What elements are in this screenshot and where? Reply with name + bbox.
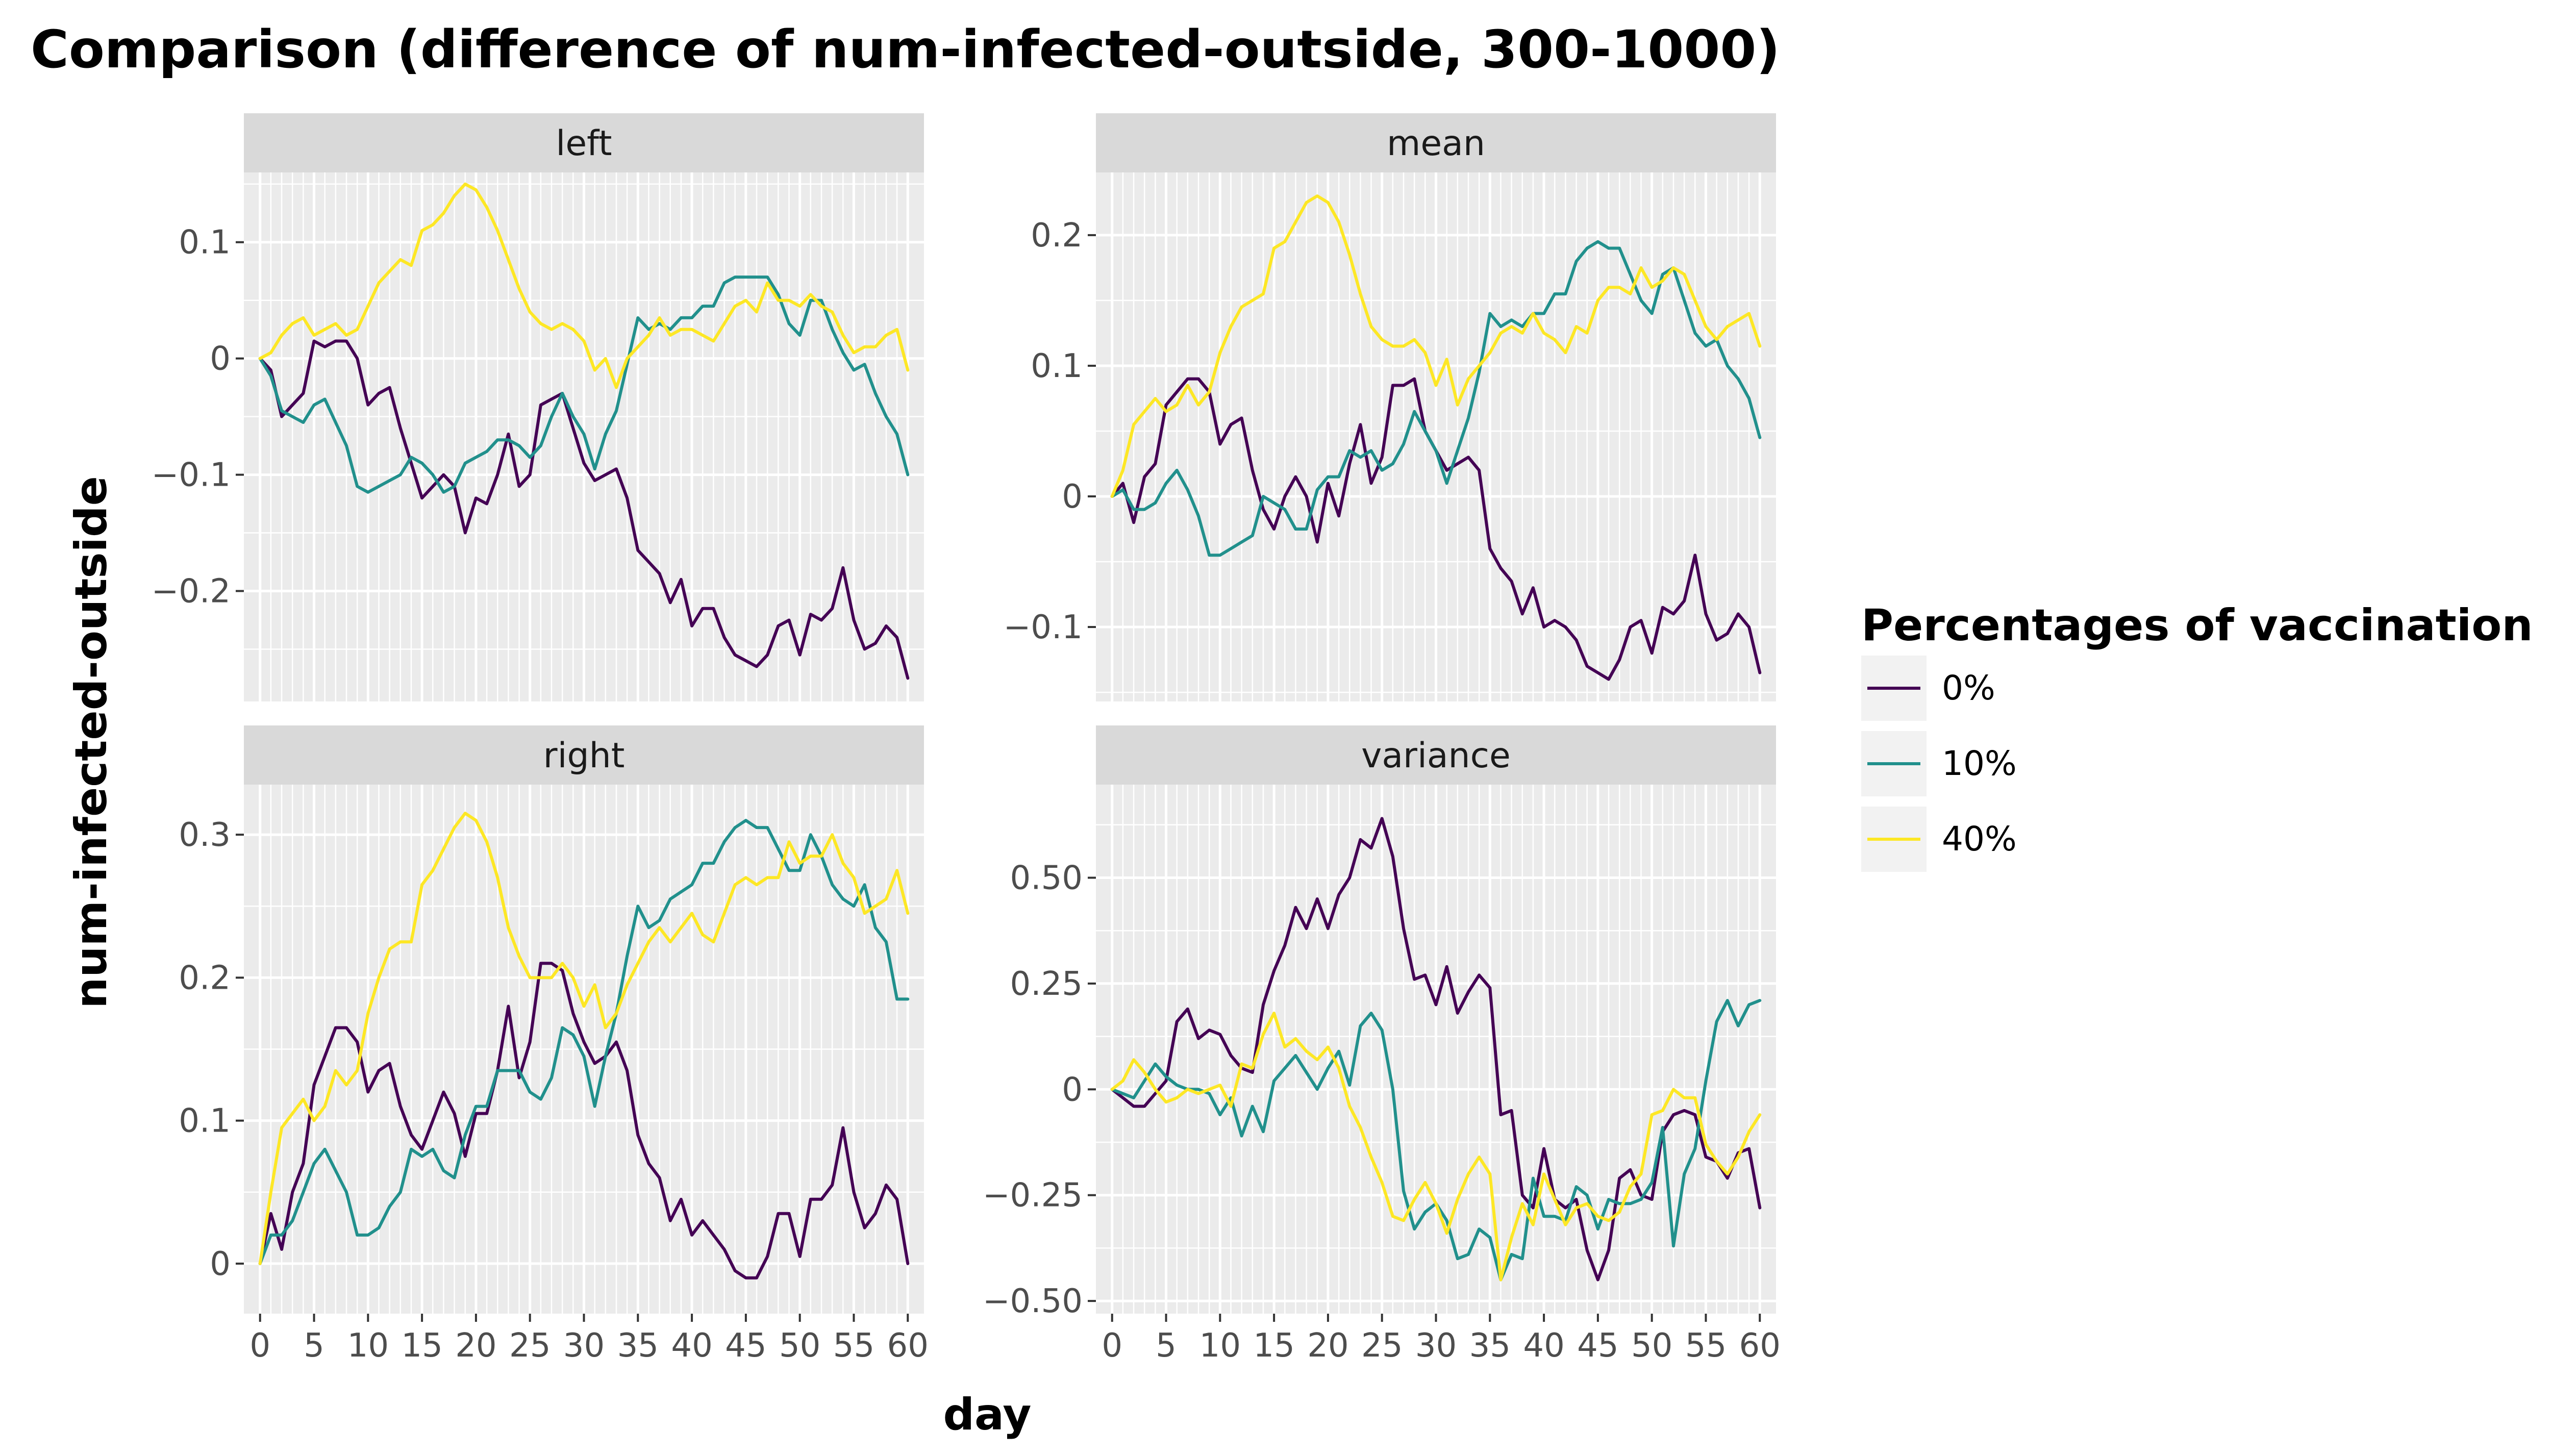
x-tick-label: 55 — [1685, 1327, 1727, 1365]
legend-entry-0pct: 0% — [1861, 656, 1995, 721]
facet-strip — [244, 725, 924, 785]
x-tick-label: 15 — [401, 1327, 442, 1365]
x-tick-label: 30 — [563, 1327, 605, 1365]
series-line-0pct — [258, 339, 910, 680]
series-line-10pct — [1110, 240, 1762, 557]
legend-label: 10% — [1942, 744, 2017, 783]
x-tick-label: 30 — [1415, 1327, 1457, 1365]
x-tick-label: 5 — [304, 1327, 324, 1365]
x-tick-label: 55 — [833, 1327, 874, 1365]
legend-label: 0% — [1942, 668, 1995, 708]
facet-strip — [244, 113, 924, 172]
legend-title: Percentages of vaccination — [1861, 600, 2533, 651]
y-tick-label: −0.50 — [983, 1283, 1083, 1320]
x-tick-label: 20 — [1307, 1327, 1348, 1365]
y-tick-label: 0.3 — [179, 816, 231, 854]
y-tick-label: 0 — [210, 1245, 231, 1283]
y-tick-label: 0 — [1062, 1071, 1083, 1109]
facet-strip — [1096, 113, 1776, 172]
x-tick-label: 5 — [1156, 1327, 1177, 1365]
y-tick-label: 0.50 — [1010, 860, 1083, 897]
y-tick-label: −0.1 — [1004, 609, 1083, 646]
y-tick-label: 0.1 — [179, 1102, 231, 1140]
panel-left: left −0.2 −0.1 0 0.1 — [152, 113, 924, 701]
y-tick-label: −0.2 — [152, 572, 231, 610]
x-tick-label: 50 — [779, 1327, 820, 1365]
x-tick-label: 10 — [1199, 1327, 1241, 1365]
chart-title: Comparison (difference of num-infected-o… — [31, 19, 1780, 80]
y-tick-label: 0.25 — [1010, 965, 1083, 1003]
x-tick-label: 25 — [509, 1327, 551, 1365]
series-line-40pct — [258, 182, 910, 389]
legend-entry-10pct: 10% — [1861, 731, 2017, 796]
y-tick-label: 0.1 — [179, 224, 231, 262]
y-tick-label: 0.1 — [1031, 347, 1083, 385]
facet-panels: left −0.2 −0.1 0 0.1 mean −0.1 0 0.1 0.2 right 0 0.1… — [152, 113, 1781, 1365]
y-tick-label: 0 — [1062, 478, 1083, 516]
series-line-40pct — [1110, 194, 1762, 498]
legend-entry-40pct: 40% — [1861, 807, 2017, 872]
facet-strip-label: right — [543, 736, 625, 776]
y-tick-label: −0.25 — [983, 1177, 1083, 1215]
x-tick-label: 40 — [671, 1327, 712, 1365]
series-line-10pct — [258, 819, 910, 1265]
panel-mean: mean −0.1 0 0.1 0.2 — [1004, 113, 1776, 701]
facet-strip-label: variance — [1361, 736, 1511, 776]
y-tick-label: 0.2 — [179, 959, 231, 997]
series-line-0pct — [258, 962, 910, 1279]
x-tick-label: 45 — [1577, 1327, 1618, 1365]
x-tick-label: 0 — [249, 1327, 270, 1365]
legend-label: 40% — [1942, 819, 2017, 859]
x-tick-label: 35 — [617, 1327, 659, 1365]
series-line-40pct — [1110, 1012, 1762, 1282]
x-tick-label: 35 — [1469, 1327, 1511, 1365]
y-axis-title: num-infected-outside — [66, 476, 117, 1009]
y-tick-label: −0.1 — [152, 457, 231, 494]
x-tick-label: 45 — [725, 1327, 766, 1365]
series-line-10pct — [258, 275, 910, 494]
x-tick-label: 60 — [1739, 1327, 1781, 1365]
x-tick-label: 50 — [1631, 1327, 1672, 1365]
x-axis-title: day — [943, 1389, 1031, 1440]
x-tick-label: 15 — [1253, 1327, 1294, 1365]
facet-strip-label: left — [556, 123, 612, 164]
y-tick-label: 0.2 — [1031, 217, 1083, 255]
series-line-0pct — [1110, 817, 1762, 1282]
x-tick-label: 40 — [1523, 1327, 1564, 1365]
x-tick-label: 25 — [1361, 1327, 1403, 1365]
x-tick-label: 10 — [347, 1327, 389, 1365]
x-tick-label: 0 — [1102, 1327, 1122, 1365]
facet-strip-label: mean — [1387, 123, 1485, 164]
facet-strip — [1096, 725, 1776, 785]
x-tick-label: 60 — [887, 1327, 929, 1365]
y-tick-label: 0 — [210, 340, 231, 378]
series-line-40pct — [258, 812, 910, 1265]
legend: Percentages of vaccination 0% 10% 40% — [1861, 600, 2533, 872]
x-tick-label: 20 — [455, 1327, 496, 1365]
